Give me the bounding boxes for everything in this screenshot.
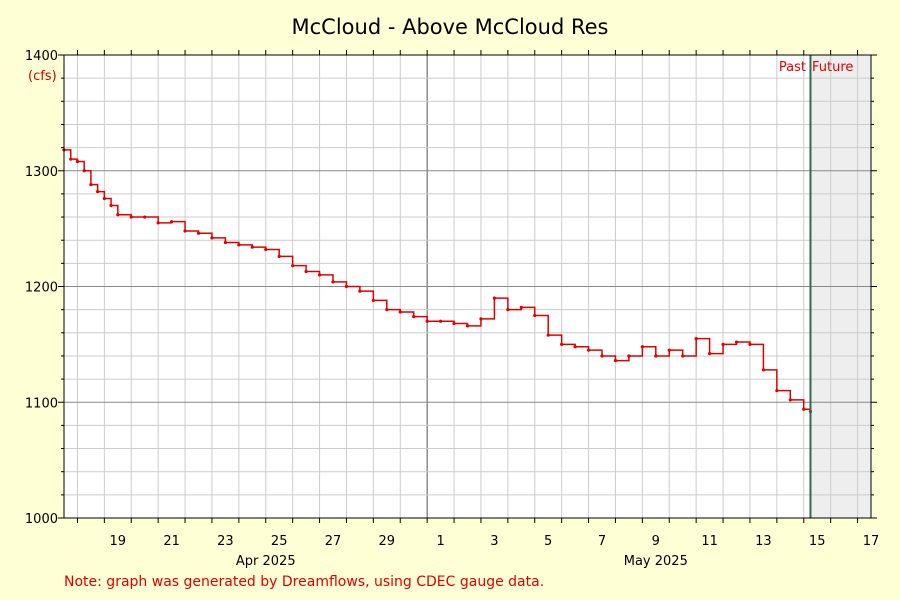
data-point (573, 345, 577, 349)
data-point (439, 319, 443, 323)
x-tick-label: 25 (271, 534, 288, 549)
footer-note: Note: graph was generated by Dreamflows,… (64, 574, 544, 590)
x-tick-label: 11 (701, 534, 718, 549)
x-tick-label: 3 (490, 534, 498, 549)
data-point (183, 229, 187, 233)
data-point (331, 280, 335, 284)
x-tick-label: 7 (598, 534, 606, 549)
x-tick-label: 15 (809, 534, 826, 549)
data-point (694, 336, 698, 341)
y-tick-label: 1300 (25, 165, 58, 180)
data-point (802, 407, 806, 411)
data-point (412, 314, 416, 319)
data-point (69, 157, 73, 161)
data-point (788, 398, 792, 402)
data-point (129, 215, 133, 219)
data-point (452, 321, 456, 326)
data-point (640, 345, 644, 349)
y-axis-unit: (cfs) (28, 69, 57, 84)
x-tick-label: 1 (436, 534, 444, 549)
x-tick-label: 27 (325, 534, 342, 549)
data-point (223, 240, 227, 245)
data-point (102, 196, 106, 201)
data-point (506, 308, 510, 312)
data-point (156, 221, 160, 225)
data-point (291, 264, 295, 268)
data-point (96, 189, 100, 194)
data-point (116, 213, 120, 217)
data-point (143, 215, 147, 219)
data-point (371, 298, 375, 302)
x-tick-label: 21 (163, 534, 180, 549)
y-tick-label: 1000 (25, 512, 58, 527)
data-point (210, 236, 214, 240)
data-point (492, 296, 496, 300)
data-point (317, 273, 322, 277)
x-tick-label: 23 (217, 534, 234, 549)
x-tick-label: 9 (652, 534, 660, 549)
x-tick-label: 17 (863, 534, 880, 549)
data-point (600, 354, 604, 358)
data-point (613, 358, 618, 363)
data-point (586, 348, 591, 352)
x-tick-label: 19 (110, 534, 127, 549)
data-point (237, 243, 241, 247)
data-point (708, 352, 712, 356)
x-tick-label: 29 (379, 534, 396, 549)
x-month-label: May 2025 (624, 554, 688, 569)
data-point (519, 305, 523, 309)
y-tick-label: 1200 (25, 281, 58, 296)
data-point (681, 354, 685, 358)
past-label: Past (779, 60, 806, 75)
data-point (75, 159, 80, 164)
y-tick-label: 1100 (25, 396, 58, 411)
future-label: Future (812, 60, 853, 75)
data-point (344, 284, 349, 289)
data-point (82, 169, 86, 173)
data-point (277, 254, 281, 259)
x-tick-label: 5 (544, 534, 552, 549)
data-point (546, 333, 550, 337)
data-point (734, 340, 739, 344)
data-point (465, 324, 470, 328)
data-point (385, 308, 389, 312)
data-point (667, 348, 671, 352)
data-point (89, 183, 93, 187)
data-point (304, 269, 308, 274)
data-point (721, 342, 725, 346)
data-point (196, 231, 201, 235)
data-point (654, 354, 658, 358)
data-point (761, 368, 766, 372)
data-point (627, 354, 631, 358)
data-point (425, 319, 429, 323)
chart-title: McCloud - Above McCloud Res (292, 15, 609, 39)
data-point (775, 389, 779, 393)
data-point (264, 247, 268, 252)
data-point (250, 245, 254, 249)
x-tick-label: 13 (755, 534, 772, 549)
data-point (109, 203, 113, 208)
y-tick-label: 1400 (25, 49, 58, 64)
data-point (358, 289, 362, 293)
data-point (170, 220, 174, 224)
data-point (560, 342, 564, 346)
data-point (479, 317, 483, 321)
x-month-label: Apr 2025 (236, 554, 296, 569)
data-point (748, 342, 752, 346)
data-point (398, 310, 402, 314)
data-point (533, 313, 537, 318)
